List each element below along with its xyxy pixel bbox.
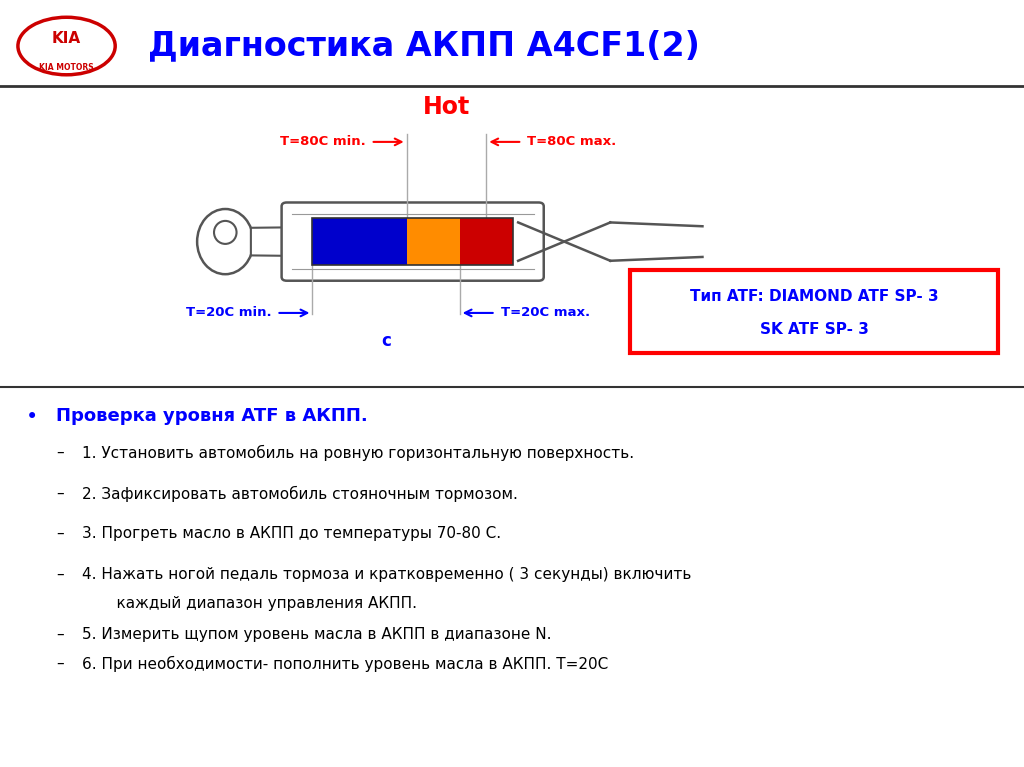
Ellipse shape [18, 18, 115, 75]
Text: T=80C min.: T=80C min. [280, 136, 366, 148]
Text: •: • [26, 407, 38, 426]
Bar [460, 218, 513, 265]
Polygon shape [251, 225, 518, 258]
Text: KIA: KIA [52, 31, 81, 46]
Text: T=20C min.: T=20C min. [185, 307, 271, 319]
Text: 6. При необходимости- пополнить уровень масла в АКПП. Т=20С: 6. При необходимости- пополнить уровень … [82, 656, 608, 672]
Text: –: – [56, 627, 63, 642]
Text: 5. Измерить щупом уровень масла в АКПП в диапазоне N.: 5. Измерить щупом уровень масла в АКПП в… [82, 627, 551, 642]
Text: –: – [56, 656, 63, 671]
Text: каждый диапазон управления АКПП.: каждый диапазон управления АКПП. [97, 596, 418, 611]
Bar [630, 270, 998, 353]
Bar [312, 218, 513, 265]
Text: c: c [381, 332, 391, 351]
Ellipse shape [197, 209, 253, 274]
Text: –: – [56, 486, 63, 501]
Bar [312, 218, 407, 265]
Text: KIA MOTORS: KIA MOTORS [39, 63, 94, 72]
Text: 4. Нажать ногой педаль тормоза и кратковременно ( 3 секунды) включить: 4. Нажать ногой педаль тормоза и кратков… [82, 567, 691, 582]
Text: –: – [56, 445, 63, 460]
Text: T=20C max.: T=20C max. [501, 307, 590, 319]
Text: –: – [56, 526, 63, 542]
Text: 2. Зафиксировать автомобиль стояночным тормозом.: 2. Зафиксировать автомобиль стояночным т… [82, 486, 518, 502]
Text: Проверка уровня ATF в АКПП.: Проверка уровня ATF в АКПП. [56, 407, 368, 424]
FancyBboxPatch shape [282, 202, 544, 281]
Text: Тип ATF: DIAMOND ATF SP- 3: Тип ATF: DIAMOND ATF SP- 3 [690, 289, 938, 304]
Text: Hot: Hot [423, 95, 470, 120]
Text: –: – [56, 567, 63, 582]
Bar [407, 218, 460, 265]
Text: SK ATF SP- 3: SK ATF SP- 3 [760, 322, 868, 337]
Text: 3. Прогреть масло в АКПП до температуры 70-80 С.: 3. Прогреть масло в АКПП до температуры … [82, 526, 501, 542]
Ellipse shape [214, 221, 237, 244]
Text: Диагностика АКПП А4CF1(2): Диагностика АКПП А4CF1(2) [148, 29, 700, 63]
Text: 1. Установить автомобиль на ровную горизонтальную поверхность.: 1. Установить автомобиль на ровную гориз… [82, 445, 634, 461]
Text: T=80C max.: T=80C max. [527, 136, 616, 148]
